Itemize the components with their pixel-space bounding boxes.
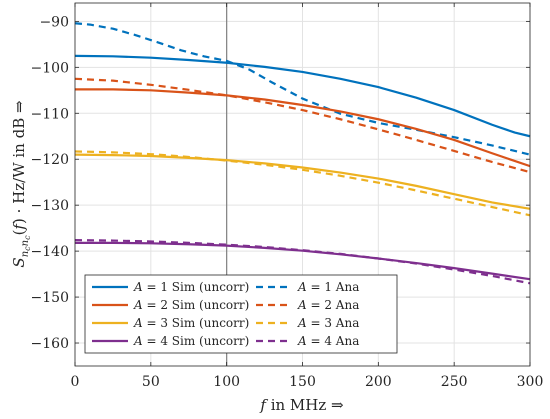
series-group (74, 22, 531, 285)
x-tick-label: 0 (71, 374, 80, 390)
y-tick-label: −130 (31, 198, 69, 214)
series-line-1 (74, 54, 531, 138)
ticks: 0 50 100 150 200 250 300 −90 −100 −110 −120 −130 −14… (31, 3, 544, 390)
y-tick-label: −100 (31, 60, 69, 76)
y-tick-label: −120 (31, 152, 69, 168)
x-tick-label: 300 (517, 374, 544, 390)
x-tick-label: 150 (289, 374, 316, 390)
legend-label: A = 2 Sim (uncorr) (133, 298, 249, 312)
legend-box (84, 274, 398, 354)
legend-label: A = 1 Sim (uncorr) (133, 280, 249, 294)
y-tick-label: −150 (31, 290, 69, 306)
series-line-7 (75, 241, 531, 281)
y-axis-label: Sncnc(f) · Hz/W in dB ⇒ (10, 100, 32, 268)
x-tick-label: 50 (142, 374, 160, 390)
legend-label: A = 4 Ana (297, 334, 359, 348)
legend-label: A = 4 Sim (uncorr) (133, 334, 249, 348)
legend-label: A = 3 Ana (297, 316, 359, 330)
legend: A = 1 Sim (uncorr) A = 1 Ana A = 2 Sim (un… (84, 274, 398, 354)
x-tick-label: 200 (365, 374, 392, 390)
y-tick-label: −90 (39, 14, 69, 30)
x-axis-label: f in MHz ⇒ (259, 396, 344, 414)
series-line-3 (75, 88, 531, 168)
legend-label: A = 2 Ana (297, 298, 359, 312)
series-line-4 (74, 77, 531, 174)
series-line-8 (74, 239, 531, 285)
series-line-6 (74, 150, 531, 217)
legend-label: A = 1 Ana (297, 280, 359, 294)
series-line-5 (74, 153, 531, 210)
y-tick-label: −110 (31, 106, 69, 122)
x-tick-label: 100 (213, 374, 240, 390)
x-tick-label: 250 (441, 374, 468, 390)
y-tick-label: −140 (31, 244, 69, 260)
y-tick-label: −160 (31, 336, 69, 352)
legend-label: A = 3 Sim (uncorr) (133, 316, 249, 330)
